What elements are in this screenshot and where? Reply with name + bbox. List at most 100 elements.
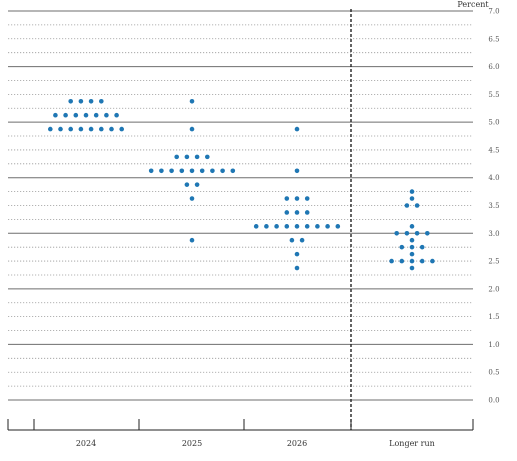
x-category-label: Longer run bbox=[389, 439, 435, 448]
participant-dot bbox=[409, 224, 415, 229]
y-tick-label: 3.5 bbox=[488, 202, 499, 210]
participant-dot bbox=[230, 168, 236, 174]
participant-dot bbox=[194, 182, 200, 187]
participant-dot bbox=[394, 230, 400, 236]
participant-dot bbox=[68, 126, 73, 132]
participant-dot bbox=[414, 230, 420, 236]
participant-dot bbox=[404, 203, 410, 208]
participant-dot bbox=[264, 224, 269, 229]
participant-dot bbox=[304, 196, 310, 201]
participant-dot bbox=[63, 112, 68, 118]
y-tick-label: 5.0 bbox=[488, 119, 499, 127]
participant-dot bbox=[409, 258, 415, 264]
participant-dot bbox=[274, 224, 279, 229]
participant-dot bbox=[294, 126, 300, 132]
participant-dot bbox=[53, 112, 58, 118]
y-tick-label: 7.0 bbox=[488, 8, 499, 16]
participant-dot bbox=[48, 126, 53, 132]
participant-dot bbox=[425, 230, 430, 236]
participant-dot bbox=[189, 237, 195, 243]
participant-dot bbox=[68, 99, 73, 104]
y-tick-label: 3.0 bbox=[488, 230, 499, 238]
participant-dot bbox=[284, 210, 290, 215]
participant-dot bbox=[78, 126, 84, 132]
participant-dot bbox=[184, 154, 190, 160]
participant-dot bbox=[119, 126, 124, 132]
participant-dot bbox=[289, 237, 295, 243]
participant-dot bbox=[189, 168, 195, 174]
participant-dot bbox=[419, 258, 425, 264]
participant-dot bbox=[409, 196, 415, 201]
participant-dot bbox=[205, 154, 210, 160]
participant-dot bbox=[253, 224, 259, 229]
participant-dot bbox=[409, 237, 415, 243]
y-tick-label: 0.0 bbox=[488, 397, 499, 405]
participant-dot bbox=[294, 210, 300, 215]
participant-dot bbox=[189, 196, 195, 201]
participant-dot bbox=[99, 99, 104, 104]
participant-dot bbox=[88, 126, 94, 132]
y-tick-label: 4.0 bbox=[488, 174, 499, 182]
participant-dot bbox=[99, 126, 104, 132]
participant-dot bbox=[409, 265, 415, 271]
participant-dot bbox=[114, 112, 119, 118]
participant-dot bbox=[315, 224, 320, 229]
x-category-label: 2025 bbox=[182, 439, 202, 448]
participant-dot bbox=[304, 210, 310, 215]
participant-dot bbox=[294, 168, 300, 174]
gridlines bbox=[8, 10, 473, 401]
participant-dot bbox=[430, 258, 435, 264]
participant-dot bbox=[284, 224, 290, 229]
y-tick-label: 0.5 bbox=[488, 369, 499, 377]
participant-dot bbox=[419, 244, 425, 250]
participant-dot bbox=[159, 168, 164, 174]
x-category-label: 2026 bbox=[287, 439, 307, 448]
participant-dot bbox=[174, 154, 179, 160]
y-tick-label: 6.0 bbox=[488, 63, 499, 71]
y-tick-label: 1.5 bbox=[488, 313, 499, 321]
y-tick-label: 5.5 bbox=[488, 91, 499, 99]
participant-dot bbox=[93, 112, 99, 118]
axes bbox=[7, 9, 474, 431]
participant-dot bbox=[78, 99, 84, 104]
participant-dot bbox=[189, 126, 195, 132]
dots bbox=[48, 99, 435, 271]
participant-dot bbox=[104, 112, 109, 118]
y-tick-label: 2.5 bbox=[488, 258, 499, 266]
participant-dot bbox=[304, 224, 310, 229]
participant-dot bbox=[199, 168, 205, 174]
participant-dot bbox=[210, 168, 215, 174]
x-category-label: 2024 bbox=[76, 439, 96, 448]
participant-dot bbox=[294, 265, 300, 271]
participant-dot bbox=[88, 99, 94, 104]
participant-dot bbox=[169, 168, 174, 174]
participant-dot bbox=[148, 168, 154, 174]
participant-dot bbox=[409, 244, 415, 250]
participant-dot bbox=[299, 237, 305, 243]
participant-dot bbox=[409, 189, 415, 194]
participant-dot bbox=[220, 168, 225, 174]
participant-dot bbox=[58, 126, 63, 132]
participant-dot bbox=[284, 196, 290, 201]
participant-dot bbox=[414, 203, 420, 208]
participant-dot bbox=[294, 251, 300, 257]
y-tick-label: 1.0 bbox=[488, 341, 499, 349]
participant-dot bbox=[389, 258, 394, 264]
participant-dot bbox=[294, 224, 300, 229]
participant-dot bbox=[335, 224, 341, 229]
participant-dot bbox=[399, 258, 405, 264]
participant-dot bbox=[294, 196, 300, 201]
y-tick-label: 6.5 bbox=[488, 35, 499, 43]
participant-dot bbox=[184, 182, 190, 187]
participant-dot bbox=[325, 224, 330, 229]
participant-dot bbox=[179, 168, 185, 174]
y-tick-label: 2.0 bbox=[488, 285, 499, 293]
participant-dot bbox=[83, 112, 89, 118]
participant-dot bbox=[109, 126, 114, 132]
participant-dot bbox=[73, 112, 79, 118]
participant-dot bbox=[404, 230, 410, 236]
participant-dot bbox=[409, 251, 415, 257]
unit-label: Percent bbox=[457, 0, 489, 9]
labels: 0.0 0.5 1.0 1.5 2.0 2.5 3.0 3.5 4.0 4.5 5.0 5.5 6.0 6… bbox=[76, 0, 500, 448]
